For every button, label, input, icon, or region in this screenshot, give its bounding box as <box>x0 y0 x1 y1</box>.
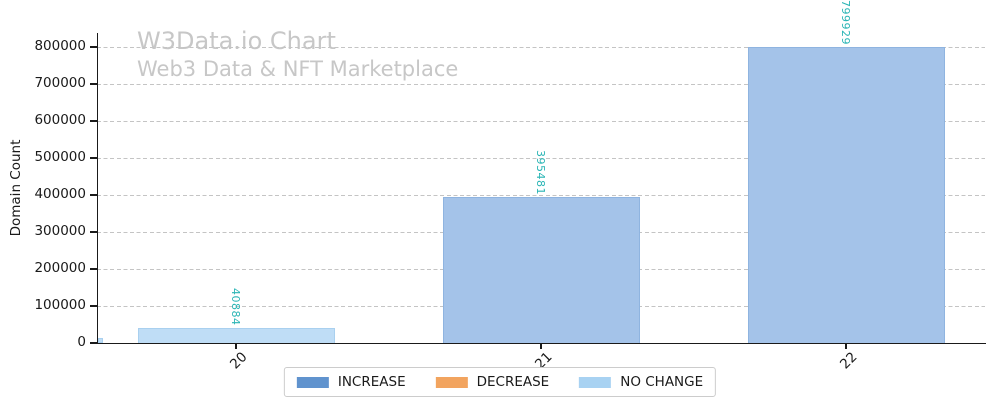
y-tick <box>90 305 97 307</box>
bar-21 <box>442 196 640 343</box>
legend-label: INCREASE <box>337 374 406 390</box>
legend-label: NO CHANGE <box>620 374 704 390</box>
y-tick <box>90 268 97 270</box>
y-tick-label: 700000 <box>34 75 86 91</box>
bar-value-label: 799929 <box>839 0 852 46</box>
y-tick-label: 100000 <box>34 297 86 313</box>
x-tick <box>235 344 237 349</box>
y-tick <box>90 83 97 85</box>
gridline <box>97 157 985 159</box>
legend-item-increase: INCREASE <box>296 374 406 390</box>
bar-22 <box>747 47 945 343</box>
legend-swatch-increase <box>296 376 329 388</box>
partial-bar <box>97 338 103 343</box>
y-tick-label: 0 <box>77 334 86 350</box>
x-tick <box>845 344 847 349</box>
y-tick <box>90 157 97 159</box>
legend: INCREASE DECREASE NO CHANGE <box>283 367 717 397</box>
x-tick <box>540 344 542 349</box>
y-tick <box>90 231 97 233</box>
gridline <box>97 46 985 48</box>
bar-20 <box>137 327 335 343</box>
y-axis-spine <box>96 33 98 343</box>
chart-subtitle: Web3 Data & NFT Marketplace <box>137 57 459 81</box>
legend-label: DECREASE <box>476 374 550 390</box>
gridline <box>97 194 985 196</box>
y-tick-label: 800000 <box>34 38 86 54</box>
bar-value-label: 40884 <box>229 288 242 326</box>
x-axis-spine <box>96 343 986 345</box>
legend-item-no_change: NO CHANGE <box>579 374 703 390</box>
y-tick <box>90 46 97 48</box>
gridline <box>97 120 985 122</box>
y-tick-label: 500000 <box>34 149 86 165</box>
legend-swatch-decrease <box>435 376 468 388</box>
y-tick-label: 200000 <box>34 260 86 276</box>
y-tick <box>90 120 97 122</box>
x-tick-label: 22 <box>836 349 861 373</box>
bar-value-label: 395481 <box>534 149 547 195</box>
legend-item-decrease: DECREASE <box>435 374 550 390</box>
y-tick-label: 600000 <box>34 112 86 128</box>
y-tick <box>90 194 97 196</box>
y-tick <box>90 342 97 344</box>
legend-swatch-no_change <box>579 376 612 388</box>
gridline <box>97 83 985 85</box>
chart-title: W3Data.io Chart <box>137 27 336 55</box>
y-tick-label: 300000 <box>34 223 86 239</box>
x-tick-label: 20 <box>226 349 251 373</box>
y-tick-label: 400000 <box>34 186 86 202</box>
